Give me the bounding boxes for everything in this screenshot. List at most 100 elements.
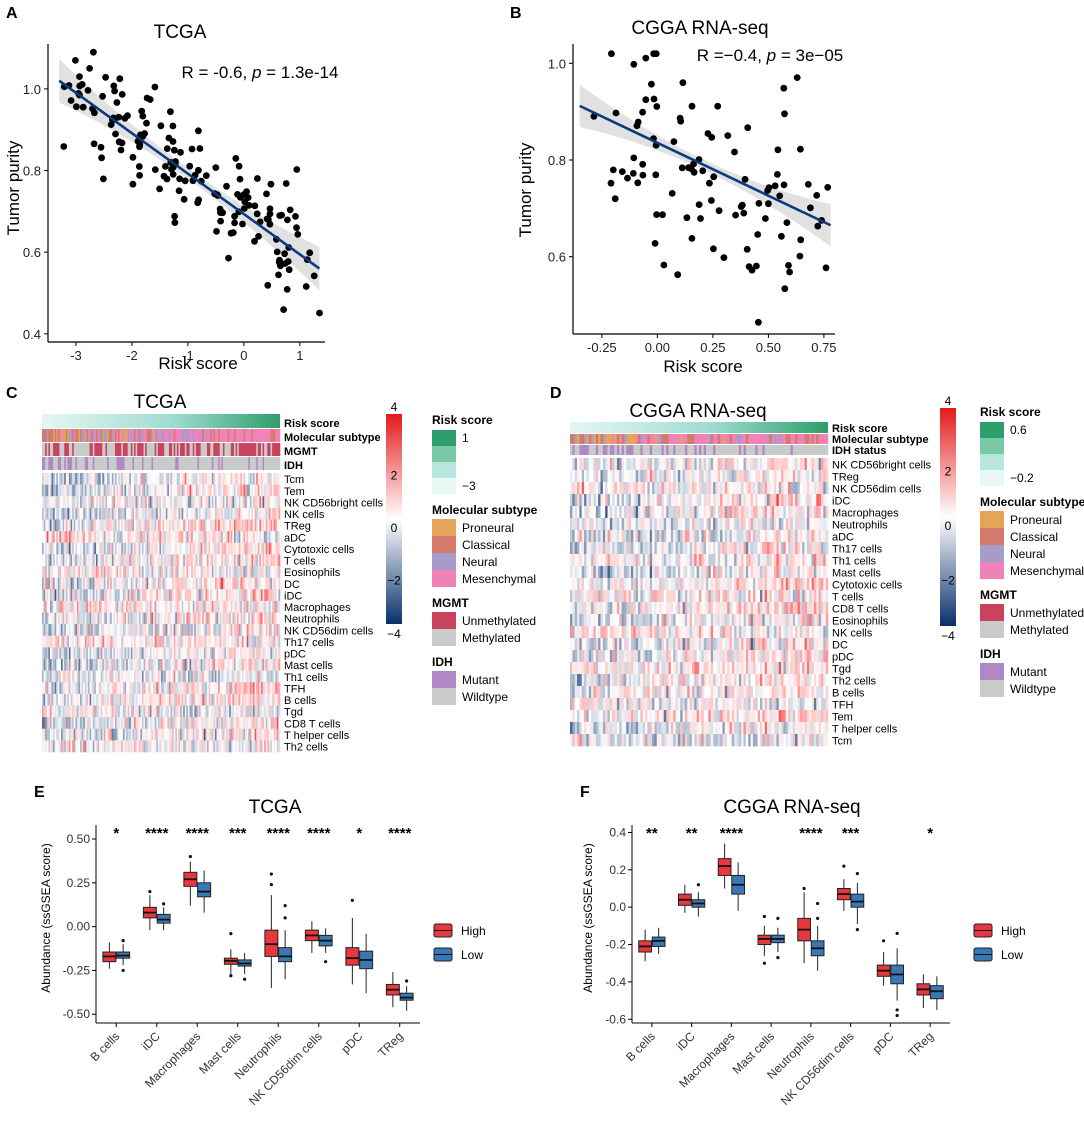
heatmap-cell: [107, 612, 109, 625]
heatmap-cell: [257, 682, 260, 695]
heatmap-cell: [186, 589, 189, 602]
heatmap-cell: [253, 740, 255, 753]
heatmap-cell: [259, 554, 262, 567]
heatmap-cell: [43, 682, 46, 695]
heatmap-cell: [168, 647, 171, 660]
heatmap-cell: [237, 612, 240, 625]
heatmap-cell: [249, 566, 252, 578]
heatmap-cell: [823, 458, 826, 471]
heatmap-cell: [68, 507, 71, 520]
heatmap-cell: [148, 519, 151, 532]
row-label: DC: [284, 579, 300, 591]
heatmap-cell: [202, 612, 205, 625]
heatmap-cell: [84, 647, 87, 660]
idh-cell: [638, 445, 641, 455]
heatmap-cell: [180, 647, 182, 660]
subtype-cell: [278, 429, 281, 442]
scatter-point: [639, 171, 647, 179]
mgmt-cell: [80, 443, 82, 456]
heatmap-cell: [241, 600, 244, 613]
heatmap-cell: [159, 624, 162, 637]
heatmap-cell: [45, 496, 48, 509]
heatmap-cell: [42, 682, 44, 695]
heatmap-cell: [233, 705, 236, 718]
scatter-point: [281, 250, 288, 258]
heatmap-cell: [804, 482, 808, 495]
heatmap-cell: [214, 531, 217, 544]
heatmap-cell: [270, 612, 273, 625]
heatmap-cell: [187, 612, 190, 625]
heatmap-cell: [91, 531, 94, 544]
heatmap-cell: [183, 566, 186, 578]
idh-cell: [619, 445, 622, 455]
mgmt-cell: [108, 443, 111, 456]
heatmap-cell: [89, 717, 92, 730]
subtype-cell: [586, 434, 590, 444]
heatmap-cell: [240, 705, 243, 718]
heatmap-cell: [157, 600, 160, 613]
heatmap-cell: [724, 482, 728, 495]
heatmap-cell: [694, 458, 697, 471]
heatmap-cell: [194, 693, 197, 706]
heatmap-cell: [84, 566, 87, 578]
heatmap-cell: [108, 647, 111, 660]
heatmap-cell: [214, 589, 217, 602]
heatmap-cell: [173, 659, 176, 671]
heatmap-cell: [581, 470, 585, 483]
heatmap-cell: [49, 496, 52, 509]
heatmap-cell: [237, 484, 240, 497]
heatmap-cell: [46, 473, 49, 485]
subtype-cell: [124, 429, 127, 442]
scatter-point: [157, 122, 165, 130]
subtype-cell: [689, 434, 693, 444]
heatmap-cell: [276, 612, 279, 625]
heatmap-cell: [241, 717, 244, 730]
heatmap-cell: [270, 705, 273, 718]
heatmap-cell: [114, 717, 117, 730]
heatmap-cell: [172, 589, 174, 602]
heatmap-cell: [189, 484, 192, 497]
heatmap-cell: [192, 740, 195, 753]
heatmap-cell: [243, 519, 246, 532]
row-label: T cells: [284, 556, 316, 568]
heatmap-cell: [168, 659, 171, 671]
heatmap-cell: [114, 577, 117, 590]
heatmap-cell: [68, 659, 71, 671]
heatmap-cell: [180, 589, 182, 602]
heatmap-cell: [270, 600, 273, 613]
heatmap-cell: [154, 496, 157, 509]
heatmap-cell: [73, 519, 76, 532]
heatmap-cell: [230, 577, 233, 590]
heatmap-cell: [210, 717, 213, 730]
heatmap-cell: [119, 728, 122, 741]
idh-cell: [783, 445, 787, 455]
heatmap-cell: [70, 717, 73, 730]
idh-cell: [691, 445, 695, 455]
heatmap-cell: [48, 600, 51, 613]
heatmap-cell: [227, 705, 230, 718]
heatmap-cell: [243, 473, 246, 485]
heatmap-cell: [278, 612, 281, 625]
idh-cell: [654, 445, 658, 455]
idh-cell: [656, 445, 660, 455]
heatmap-cell: [616, 470, 620, 483]
subtype-cell: [62, 429, 65, 442]
heatmap-cell: [67, 566, 70, 578]
heatmap-cell: [189, 612, 192, 625]
heatmap-cell: [195, 740, 198, 753]
heatmap-cell: [99, 624, 102, 637]
heatmap-cell: [759, 470, 763, 483]
heatmap-cell: [262, 531, 265, 544]
heatmap-cell: [241, 496, 244, 509]
heatmap-cell: [240, 659, 243, 671]
heatmap-cell: [207, 705, 209, 718]
heatmap-cell: [178, 473, 181, 485]
heatmap-cell: [249, 670, 252, 683]
mgmt-cell: [107, 443, 109, 456]
heatmap-cell: [137, 635, 140, 648]
scatter-point: [264, 281, 272, 289]
heatmap-cell: [148, 577, 151, 590]
legend-label: 1: [462, 431, 469, 445]
heatmap-cell: [54, 659, 57, 671]
